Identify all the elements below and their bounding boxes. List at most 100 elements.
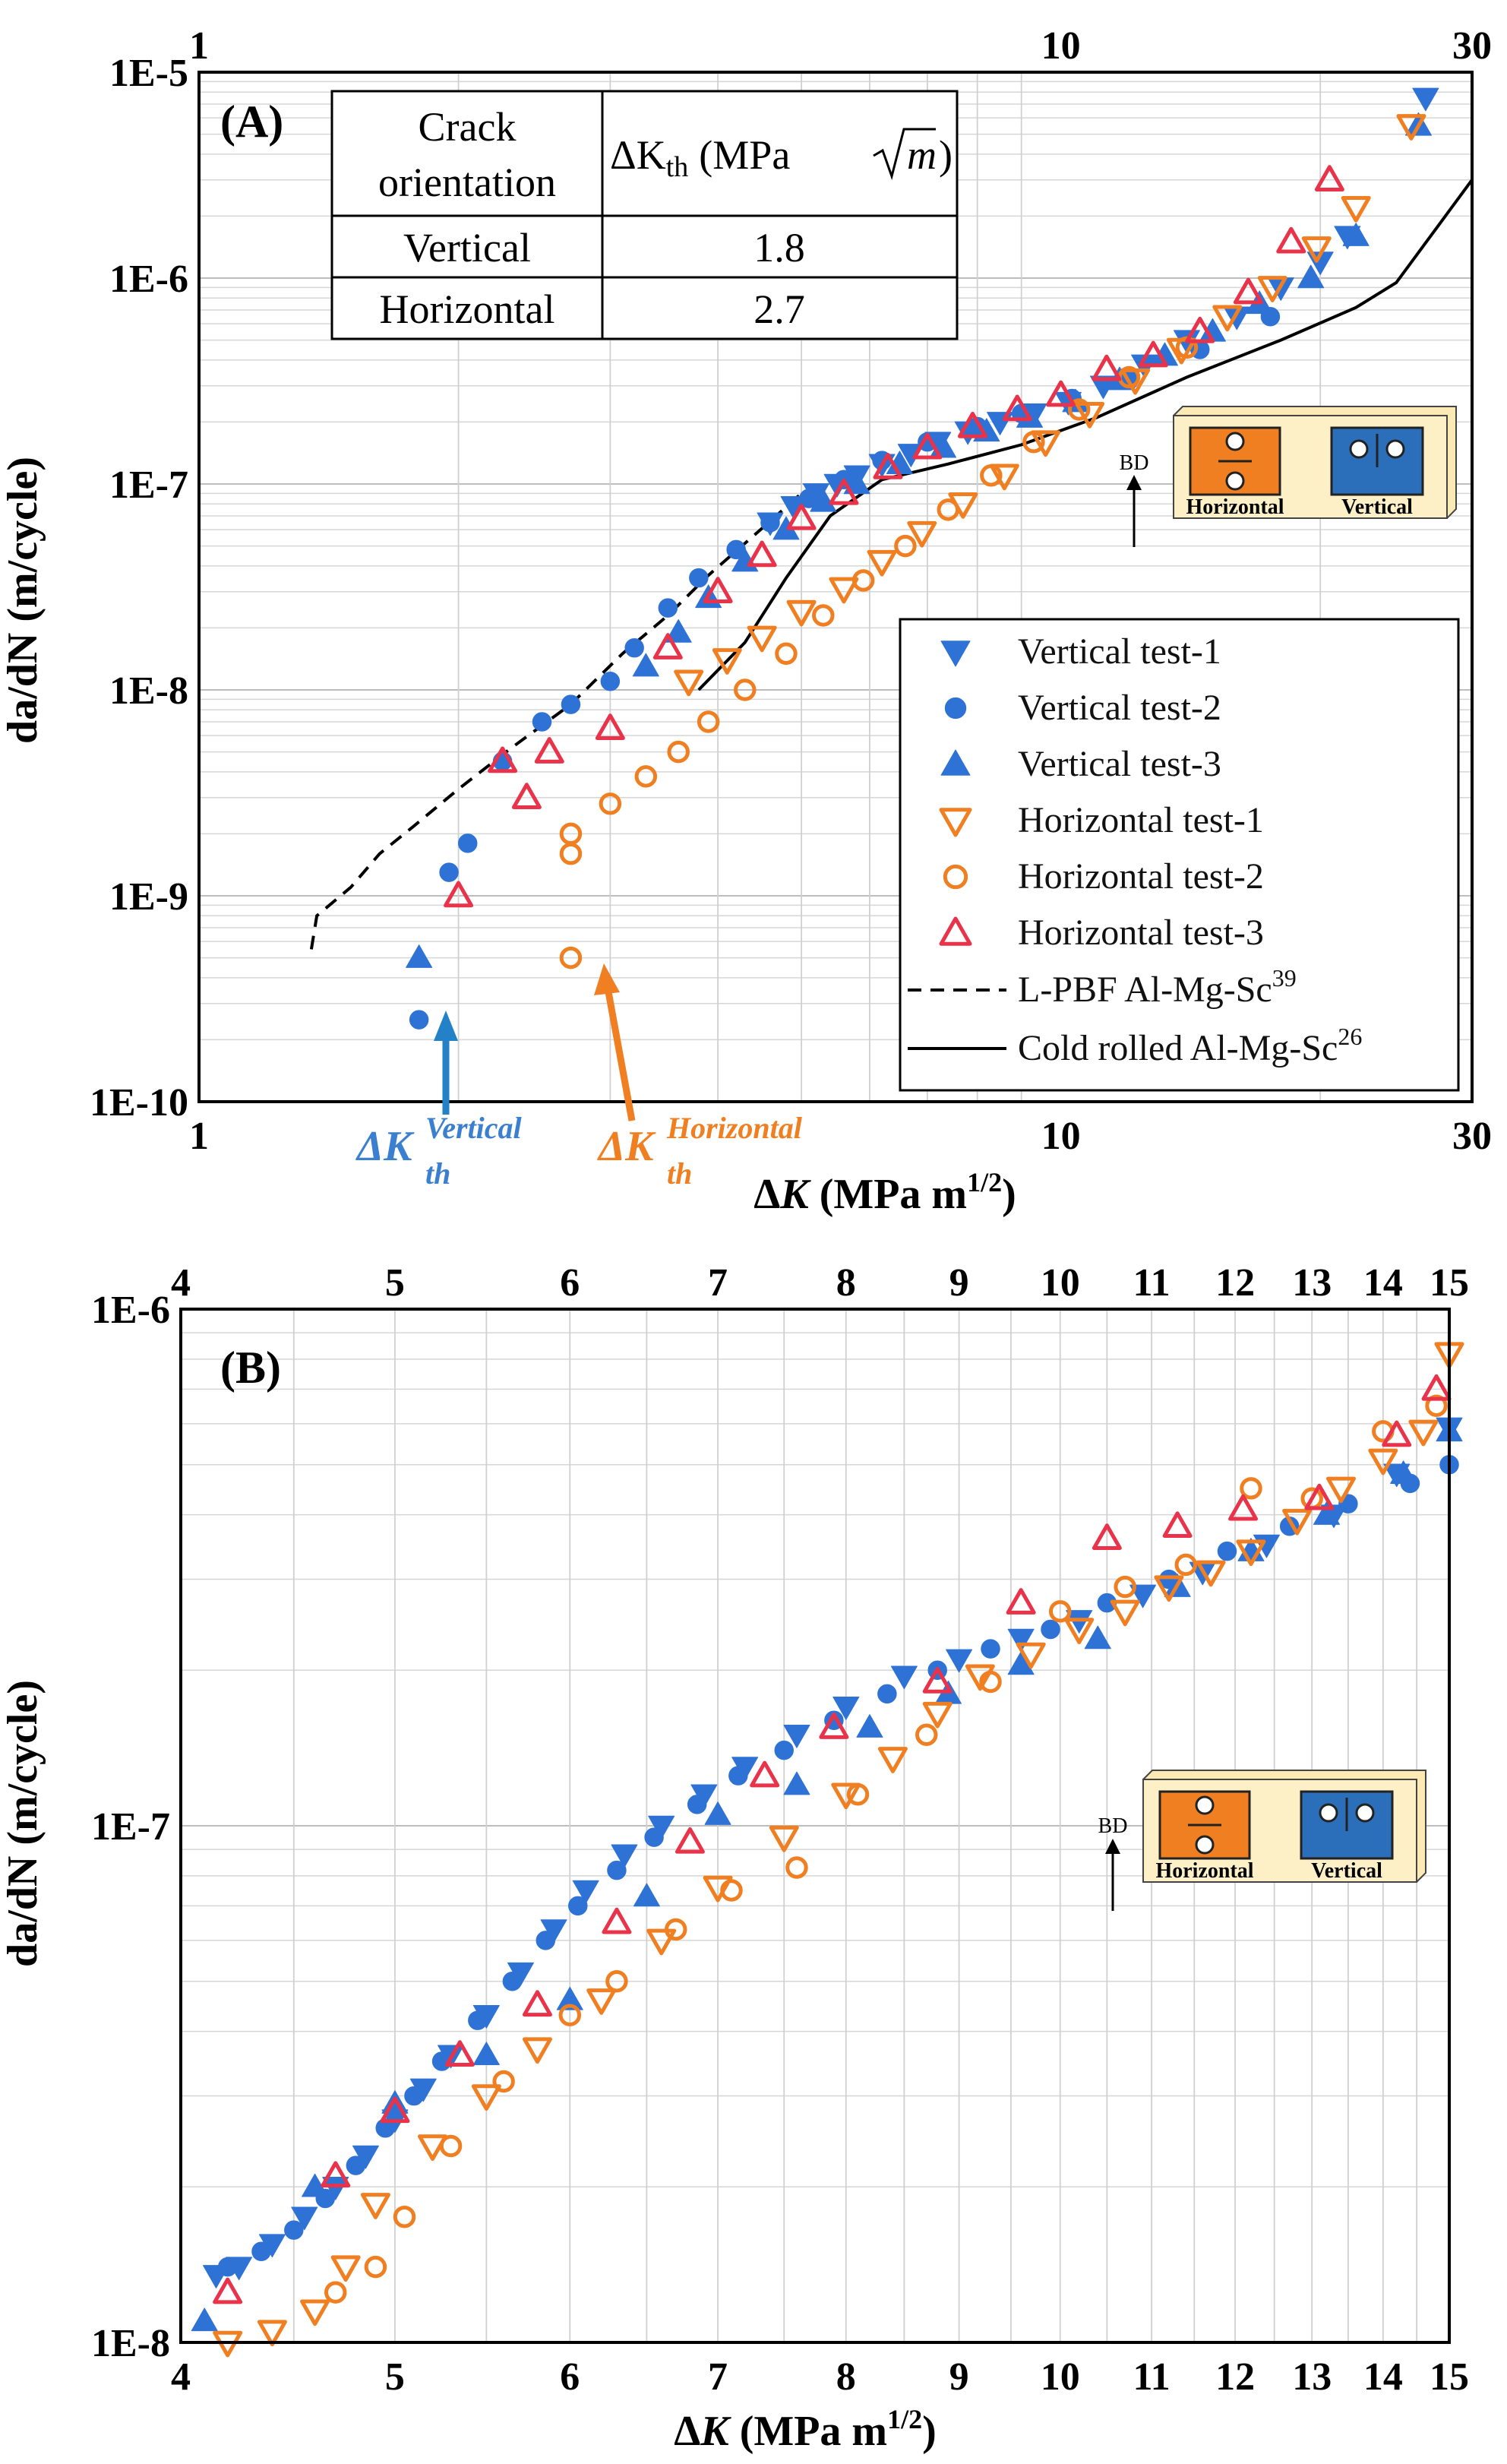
table-header-close: ) [939,132,953,178]
inset-b-horizontal-hole-bottom [1195,1835,1215,1855]
panel-a-x-tick-label: 10 [1041,1115,1081,1158]
sqrt-symbol: m ) [873,128,953,181]
horizontal-test-1-point-6 [907,520,937,548]
table-header-unit: (MPa [699,132,790,178]
vertical-test-3-point-17 [1297,264,1325,289]
horizontal-test-2-point-10 [846,1782,870,1806]
vertical-test-3-point-18 [1342,223,1370,246]
panel-a-xlabel-delta: Δ [754,1171,780,1218]
sqrt-sign [873,128,936,181]
vertical-test-1-point-20 [946,1649,973,1673]
horizontal-test-3-point-16 [1421,1374,1452,1401]
horizontal-test-1-point-4 [829,577,859,604]
vertical-test-1-point-21 [1007,1628,1035,1653]
horizontal-test-3-point-9 [829,478,859,505]
horizontal-test-2-point-7 [734,678,757,701]
vertical-test-2-point-8 [658,598,678,618]
horizontal-test-2-point-5 [558,2004,582,2026]
horizontal-test-2-point-8 [720,1879,743,1902]
inset-a-vertical-hole-right [1385,439,1405,459]
horizontal-test-3-point-12 [957,411,987,438]
vertical-test-2-point-20 [981,1639,1000,1659]
legend-lpbf-main: L-PBF Al-Mg-Sc [1018,969,1272,1010]
horizontal-test-2-point-9 [812,604,835,627]
vertical-test-1-point-12 [572,1880,599,1904]
inset-b-horizontal-hole-top [1195,1795,1215,1815]
horizontal-test-1-point-15 [965,1664,995,1691]
panel-a-label: (A) [220,96,283,147]
horizontal-test-2-point-14 [1114,1575,1136,1599]
horizontal-test-2-point-10 [851,569,875,592]
horizontal-test-1-point-10 [1075,401,1105,429]
panel-a-frame [197,71,1474,1103]
panel-b-x-tick-label: 6 [560,2355,580,2399]
horizontal-test-1-point-13 [1212,305,1243,332]
vertical-threshold-sup: Vertical [425,1111,523,1145]
panel-b-xlabel-k: K [700,2408,731,2455]
panel-a-markers [406,87,1439,1030]
horizontal-test-3-point-0 [444,881,474,908]
table-row-2-orientation: Horizontal [380,286,555,332]
vertical-test-3-point-6 [704,1801,731,1825]
panel-b-y-tick-label: 1E-7 [91,1805,170,1849]
horizontal-test-2-point-11 [894,534,917,558]
legend-cold-rolled: Cold rolled Al-Mg-Sc26 [1018,1023,1362,1068]
panel-b-x-axis-label: ΔK (MPa m1/2) [674,2404,937,2455]
horizontal-test-3-point-8 [819,1713,849,1739]
horizontal-test-2-point-13 [980,464,1003,487]
panel-b-y-axis-label: da/dN (m/cycle) [0,1680,46,1967]
horizontal-test-1-point-22 [1282,1508,1313,1536]
panel-a-xlabel-units: (MPa m [809,1171,967,1218]
vertical-threshold-sub: th [425,1156,450,1191]
horizontal-test-1-point-23 [1325,1476,1356,1504]
horizontal-test-3-point-14 [1304,1483,1335,1510]
horizontal-test-3-point-3 [444,2040,475,2067]
vertical-test-2-point-2 [284,2220,304,2240]
panel-a-y-tick-label: 1E-10 [90,1081,188,1124]
legend-marker-vertical-test-2 [944,697,967,720]
horizontal-test-1-point-17 [1064,1618,1095,1644]
panel-b-tick-labels: 1E-81E-71E-64 5 6 7 8 9 10 11 12 13 14 154 5 6 7 8 9 10 11… [91,1261,1469,2399]
horizontal-test-3-point-15 [1092,354,1122,381]
panel-a-x-tick-label: 30 [1452,1115,1492,1158]
horizontal-test-1-point-3 [786,599,817,627]
table-header-delta: ΔK [610,132,666,178]
horizontal-threshold-label: ΔK [597,1123,656,1170]
panel-b-x-tick-label: 10 [1041,2355,1080,2399]
vertical-test-1-point-17 [783,1725,810,1748]
vertical-test-2-point-1 [251,2241,271,2261]
horizontal-test-2-point-5 [667,740,690,764]
horizontal-test-3-point-11 [1092,1523,1122,1550]
horizontal-test-1-point-25 [1408,1419,1439,1447]
vertical-test-1-point-19 [890,1665,918,1690]
vertical-test-3-point-3 [472,2042,500,2065]
vertical-test-1-point-4 [322,2177,349,2200]
horizontal-test-1-point-11 [769,1825,799,1852]
panel-b-x-top-tick-label: 4 [171,1261,191,1305]
horizontal-test-1-point-7 [522,2037,552,2064]
horizontal-test-3-point-10 [873,453,903,479]
horizontal-threshold-arrow-head [594,963,620,995]
panel-a-x-top-tick-label: 1 [189,24,209,68]
table-row-2-value: 2.7 [754,286,805,332]
inset-a-vertical-label: Vertical [1341,495,1413,519]
horizontal-test-1-point-20 [1196,1560,1226,1587]
panel-a-bd-arrow: BD [1120,451,1148,547]
threshold-table: Crack orientation ΔKth (MPa m ) Vertical … [330,90,959,340]
table-header-sub: th [666,151,689,183]
horizontal-test-3-point-17 [1185,316,1215,343]
legend-marker-vertical-test-1 [940,641,971,667]
legend-marker-horizontal-test-2 [943,864,968,890]
horizontal-test-3-point-3 [534,737,564,764]
panel-a-y-tick-label: 1E-9 [109,875,188,919]
horizontal-test-1-point-2 [300,2299,330,2326]
vertical-test-3-point-14 [1313,1501,1340,1525]
horizontal-test-3-point-11 [912,432,943,460]
horizontal-test-3-point-16 [1138,340,1168,368]
horizontal-test-1-point-5 [417,2134,447,2161]
horizontal-test-3-point-14 [1046,380,1076,407]
panel-b-x-top-tick-label: 13 [1292,1261,1332,1305]
horizontal-test-3-point-10 [1006,1588,1036,1615]
